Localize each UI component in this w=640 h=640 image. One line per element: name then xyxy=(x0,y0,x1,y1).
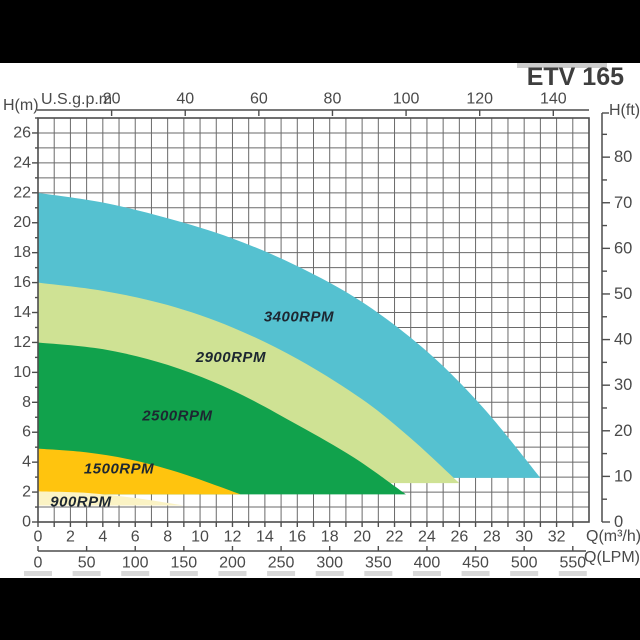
y-right-tick-label: 80 xyxy=(614,148,632,166)
y-left-axis-title: H(m) xyxy=(3,97,39,114)
band-900rpm xyxy=(38,491,184,506)
watermark-artifact xyxy=(121,571,150,576)
watermark-artifact xyxy=(461,571,490,576)
x-bottom-tick-label: 16 xyxy=(288,529,306,546)
y-left-tick-label: 10 xyxy=(13,364,31,381)
y-right-tick-label: 60 xyxy=(614,239,632,257)
y-left-tick-label: 16 xyxy=(13,274,31,291)
x-secondary-tick-label: 150 xyxy=(171,555,198,572)
y-left-tick-label: 4 xyxy=(22,454,31,471)
y-right-tick-label: 30 xyxy=(614,376,632,394)
y-left-tick-label: 2 xyxy=(22,484,31,501)
x-bottom-tick-label: 10 xyxy=(191,529,209,546)
band-1500rpm xyxy=(38,448,241,495)
y-right-tick-label: 10 xyxy=(614,467,632,485)
x-bottom-tick-label: 8 xyxy=(163,529,172,546)
watermark-artifact xyxy=(558,571,587,576)
x-secondary-tick-label: 0 xyxy=(34,555,43,572)
x-bottom-tick-label: 26 xyxy=(450,529,468,546)
x-bottom-tick-label: 22 xyxy=(386,529,404,546)
bottom-letterbox-bar xyxy=(0,578,640,640)
band-label-1500rpm: 1500RPM xyxy=(84,460,154,477)
y-left-tick-label: 24 xyxy=(13,154,31,171)
x-secondary-tick-label: 400 xyxy=(414,555,441,572)
x-secondary-tick-label: 50 xyxy=(78,555,96,572)
x-bottom-tick-label: 4 xyxy=(98,529,107,546)
x-bottom-tick-label: 18 xyxy=(321,529,339,546)
chart-title: ETV 165 xyxy=(526,63,624,91)
x-bottom-tick-label: 28 xyxy=(483,529,501,546)
y-left-tick-label: 26 xyxy=(13,124,31,141)
x-secondary-tick-label: 500 xyxy=(511,555,538,572)
watermark-artifact xyxy=(412,571,441,576)
x-bottom-tick-label: 24 xyxy=(418,529,436,546)
x-secondary-tick-label: 300 xyxy=(316,555,343,572)
x-bottom-tick-label: 6 xyxy=(131,529,140,546)
y-right-tick-label: 50 xyxy=(614,285,632,303)
y-left-tick-label: 22 xyxy=(13,184,31,201)
x-bottom-axis-title: Q(m³/h) xyxy=(586,528,640,545)
x-secondary-axis-title: Q(LPM) xyxy=(584,549,640,566)
x-top-tick-label: 140 xyxy=(540,91,567,108)
watermark-artifact xyxy=(169,571,198,576)
x-top-tick-label: 80 xyxy=(324,91,342,108)
band-label-3400rpm: 3400RPM xyxy=(264,309,334,326)
x-top-tick-label: 60 xyxy=(250,91,268,108)
y-left-tick-label: 20 xyxy=(13,214,31,231)
band-label-2900rpm: 2900RPM xyxy=(195,349,266,366)
watermark-artifact xyxy=(364,571,393,576)
y-right-tick-label: 0 xyxy=(614,513,623,531)
x-secondary-tick-label: 200 xyxy=(219,555,246,572)
x-secondary-tick-label: 450 xyxy=(462,555,489,572)
y-right-tick-label: 20 xyxy=(614,422,632,440)
x-top-tick-label: 120 xyxy=(466,91,493,108)
y-left-tick-label: 6 xyxy=(22,424,31,441)
y-right-tick-label: 40 xyxy=(614,331,632,349)
x-bottom-tick-label: 0 xyxy=(34,529,43,546)
x-secondary-tick-label: 550 xyxy=(559,555,586,572)
x-bottom-tick-label: 14 xyxy=(256,529,274,546)
y-left-tick-label: 8 xyxy=(22,394,31,411)
band-2500rpm xyxy=(38,342,406,495)
x-bottom-tick-label: 20 xyxy=(353,529,371,546)
x-secondary-tick-label: 100 xyxy=(122,555,149,572)
y-left-tick-label: 18 xyxy=(13,244,31,261)
x-secondary-tick-label: 250 xyxy=(268,555,295,572)
x-top-axis-title: U.S.g.p.m xyxy=(41,91,113,108)
x-bottom-tick-label: 2 xyxy=(66,529,75,546)
x-top-tick-label: 100 xyxy=(393,91,420,108)
watermark-artifact xyxy=(72,571,101,576)
watermark-artifact xyxy=(24,571,52,576)
y-left-tick-label: 12 xyxy=(13,334,31,351)
y-right-axis-title: H(ft) xyxy=(609,102,640,119)
x-bottom-tick-label: 32 xyxy=(548,529,566,546)
watermark-artifact xyxy=(315,571,344,576)
x-secondary-tick-label: 350 xyxy=(365,555,392,572)
y-left-tick-label: 0 xyxy=(22,514,31,531)
x-top-tick-label: 20 xyxy=(103,91,121,108)
x-bottom-tick-label: 30 xyxy=(515,529,533,546)
y-right-tick-label: 70 xyxy=(614,194,632,212)
watermark-artifact xyxy=(510,571,539,576)
top-letterbox-bar xyxy=(0,0,640,63)
x-top-tick-label: 40 xyxy=(176,91,194,108)
watermark-artifact xyxy=(517,63,607,68)
watermark-artifact xyxy=(218,571,247,576)
band-label-900rpm: 900RPM xyxy=(50,493,111,510)
y-left-tick-label: 14 xyxy=(13,304,31,321)
x-bottom-tick-label: 12 xyxy=(224,529,242,546)
band-label-2500rpm: 2500RPM xyxy=(141,407,212,424)
watermark-artifact xyxy=(267,571,296,576)
